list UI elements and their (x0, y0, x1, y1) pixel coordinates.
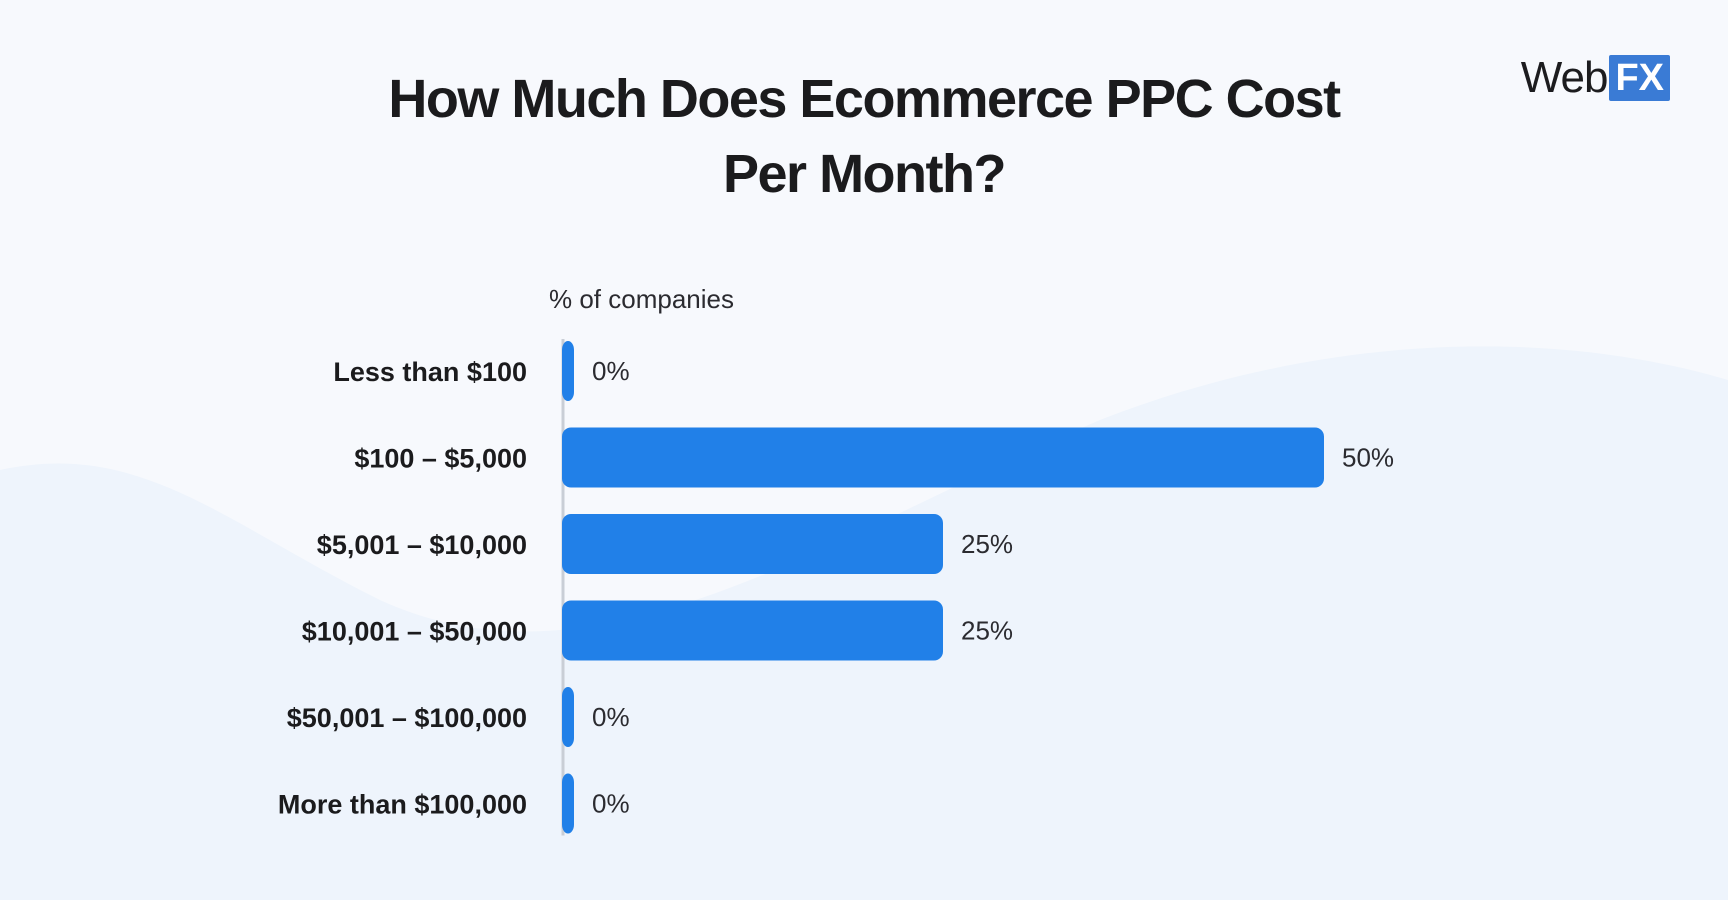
chart-title: How Much Does Ecommerce PPC Cost Per Mon… (0, 62, 1728, 212)
category-label: $5,001 – $10,000 (317, 530, 527, 560)
value-label: 0% (592, 789, 630, 819)
logo-badge: FX (1609, 55, 1670, 101)
x-axis-label: % of companies (549, 284, 734, 314)
bar (562, 687, 574, 747)
category-label: $100 – $5,000 (354, 444, 527, 474)
category-label: $50,001 – $100,000 (287, 703, 527, 733)
bar (562, 773, 574, 834)
webfx-logo: Web FX (1521, 54, 1670, 102)
bar (562, 427, 1324, 488)
logo-text: Web (1520, 53, 1609, 102)
bar (562, 514, 943, 574)
value-label: 50% (1342, 443, 1394, 473)
title-line-2: Per Month? (723, 144, 1006, 204)
value-label: 0% (592, 702, 630, 732)
value-label: 0% (592, 356, 630, 386)
value-label: 25% (961, 529, 1013, 559)
bar (562, 341, 574, 401)
category-label: More than $100,000 (278, 790, 527, 820)
bar (562, 600, 943, 661)
category-label: $10,001 – $50,000 (302, 617, 527, 647)
value-label: 25% (961, 616, 1013, 646)
category-label: Less than $100 (333, 357, 527, 387)
title-line-1: How Much Does Ecommerce PPC Cost (388, 69, 1341, 129)
